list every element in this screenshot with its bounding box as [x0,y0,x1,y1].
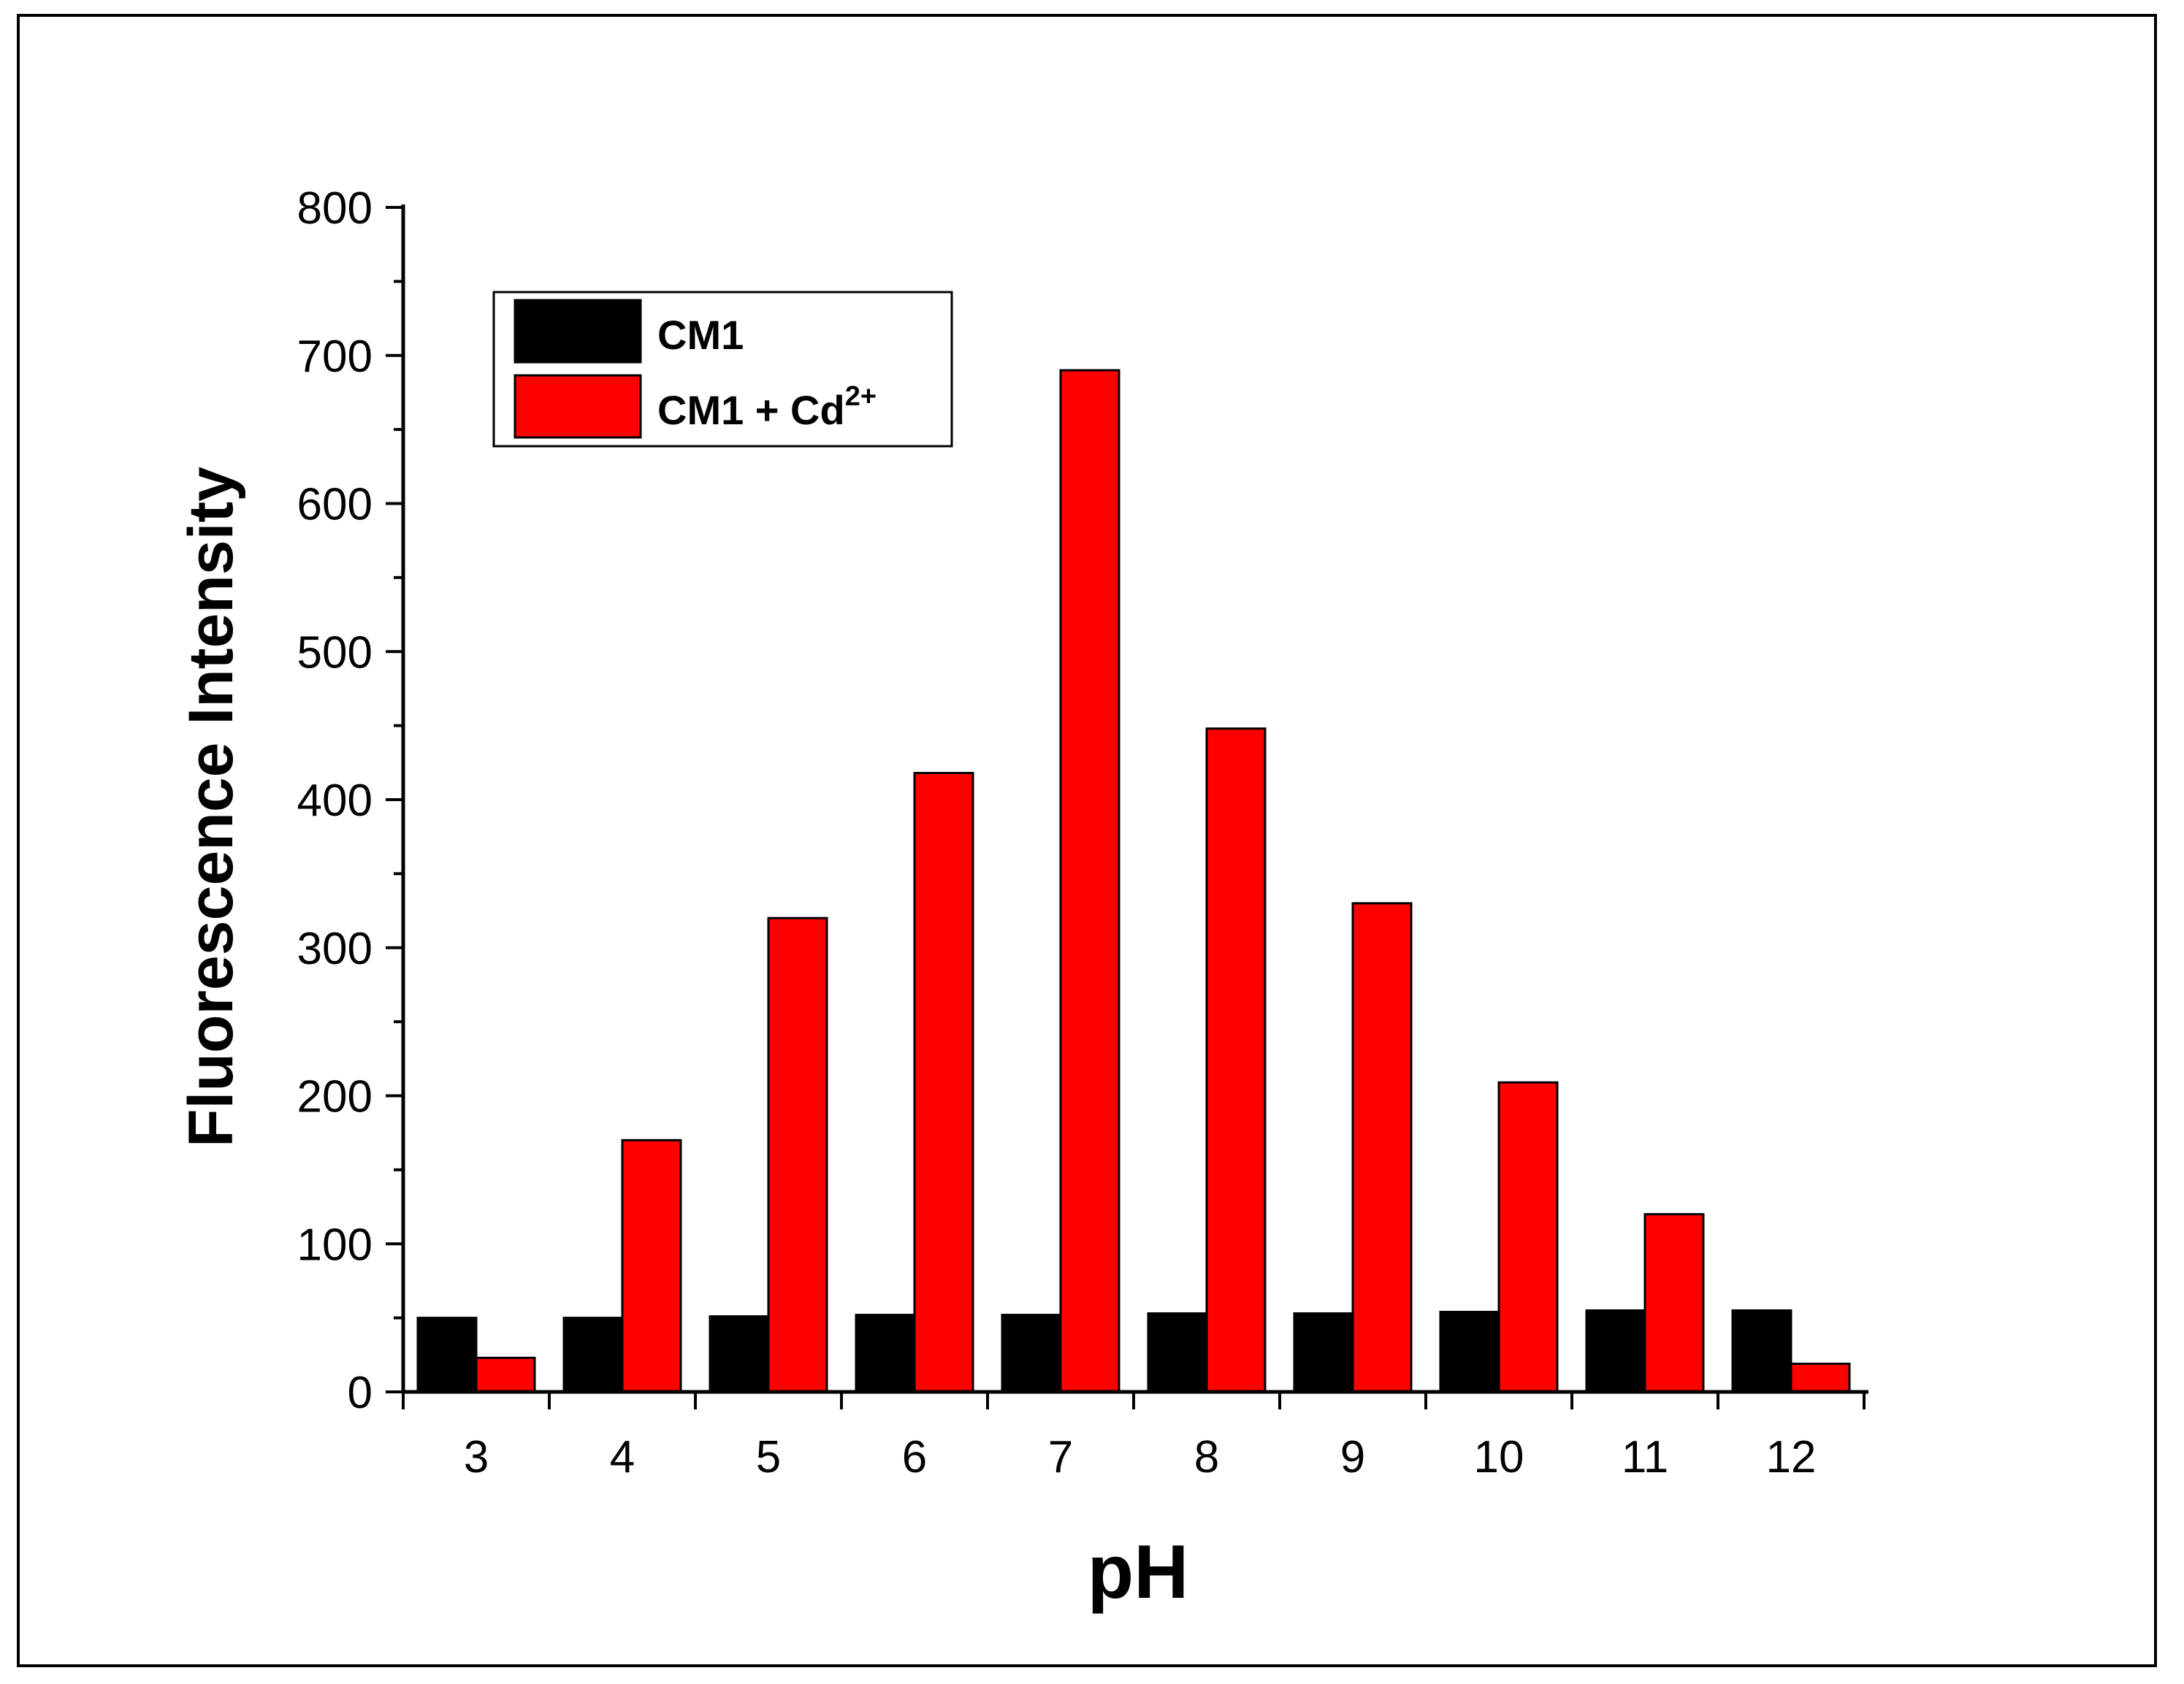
x-tick-label: 9 [1340,1432,1365,1482]
bar-cm1-ph-5 [709,1315,770,1393]
bar-cm1-ph-9 [1293,1312,1354,1393]
bars-group [416,369,1851,1393]
y-tick-label: 300 [297,924,373,974]
y-tick-label: 100 [297,1220,373,1270]
y-ticks-group: 0 100 200 300 400 500 600 700 800 [297,183,403,1418]
y-tick-label: 700 [297,332,373,382]
y-tick-label: 400 [297,776,373,826]
bar-cm1-ph-4 [562,1317,624,1393]
x-tick-label: 4 [610,1432,635,1482]
legend-swatch-cm1 [513,299,642,364]
bar-cm1-cd-ph-4 [621,1138,682,1393]
bar-cm1-cd-ph-5 [767,916,828,1393]
y-tick-label: 200 [297,1072,373,1122]
legend-label-superscript: 2+ [845,381,877,412]
bar-cm1-ph-11 [1585,1309,1646,1393]
x-tick-label: 10 [1474,1432,1524,1482]
bar-cm1-ph-6 [855,1314,916,1393]
x-tick-label: 11 [1622,1432,1668,1482]
x-tick-label: 12 [1766,1432,1817,1482]
x-ticks-group: 3 4 5 6 7 8 9 10 11 12 [402,1392,1866,1482]
bar-cm1-cd-ph-7 [1059,369,1120,1393]
bar-cm1-ph-12 [1731,1309,1792,1393]
bar-cm1-cd-ph-10 [1497,1081,1559,1393]
bar-cm1-cd-ph-6 [913,772,974,1393]
x-tick-label: 7 [1048,1432,1073,1482]
legend-label-cm1-cd-main: CM1 + Cd [657,387,845,433]
x-tick-label: 3 [464,1432,489,1482]
legend-label-cm1: CM1 [657,312,744,358]
y-axis-title: Fluorescence Intensity [176,467,246,1147]
bar-cm1-cd-ph-12 [1790,1362,1851,1393]
legend-swatch-cm1-cd [513,374,642,439]
bar-cm1-ph-10 [1439,1311,1500,1393]
y-tick-label: 0 [348,1368,373,1418]
bar-cm1-cd-ph-11 [1643,1213,1705,1393]
legend-label-cm1-cd: CM1 + Cd2+ [657,381,877,433]
y-tick-label: 600 [297,480,373,530]
bar-cm1-cd-ph-8 [1205,727,1267,1393]
y-tick-label: 500 [297,627,373,678]
x-tick-label: 5 [756,1432,781,1482]
legend: CM1 CM1 + Cd2+ [492,291,953,448]
y-tick-label: 800 [297,183,373,234]
x-tick-label: 6 [902,1432,927,1482]
bar-cm1-ph-7 [1001,1314,1062,1393]
x-axis-title: pH [1088,1530,1189,1615]
bar-cm1-ph-3 [416,1317,478,1393]
bar-cm1-cd-ph-3 [475,1356,536,1393]
bar-cm1-cd-ph-9 [1351,902,1413,1393]
x-tick-label: 8 [1194,1432,1219,1482]
bar-cm1-ph-8 [1147,1312,1208,1393]
